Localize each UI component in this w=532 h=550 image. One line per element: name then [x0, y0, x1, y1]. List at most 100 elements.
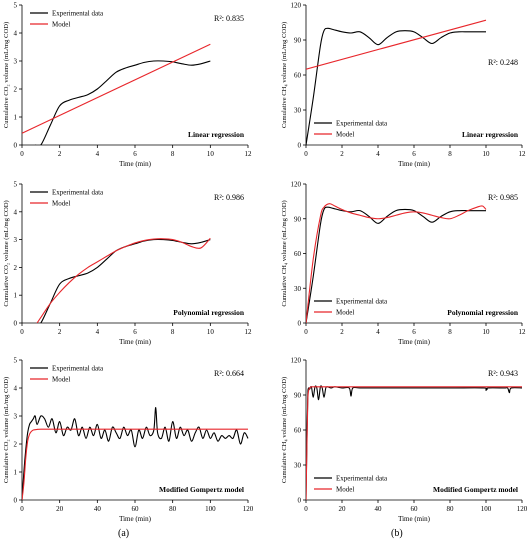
y-tick-label: 0 [14, 142, 18, 150]
y-tick-label: 5 [14, 2, 18, 10]
y-tick-label: 90 [294, 37, 302, 45]
y-tick-label: 120 [291, 2, 302, 10]
x-axis-label: Time (min) [398, 515, 430, 523]
y-tick-label: 1 [14, 292, 18, 300]
y-tick-label: 60 [294, 427, 302, 435]
legend-label: Experimental data [336, 120, 388, 128]
legend-label: Experimental data [336, 298, 388, 306]
y-axis-label: Cumulative CO₂ volume (mL/mg COD) [3, 22, 10, 128]
legend-label: Model [52, 21, 70, 29]
y-tick-label: 1 [14, 114, 18, 122]
legend-label: Experimental data [336, 475, 388, 483]
y-tick-label: 90 [294, 392, 302, 400]
method-label: Modified Gompertz model [433, 485, 518, 494]
y-tick-label: 60 [294, 72, 302, 80]
chart-panel-a-3: 0 20 40 60 80 100 120 0 1 2 3 4 5 Time (min) Cumulativ… [3, 357, 254, 524]
y-axis-label: Cumulative CH₄ volume (mL/mg COD) [281, 377, 288, 483]
x-tick-label: 2 [58, 328, 62, 336]
x-tick-label: 0 [20, 150, 24, 158]
x-tick-label: 12 [245, 150, 253, 158]
x-tick-label: 60 [411, 505, 419, 513]
legend-label: Model [52, 376, 70, 384]
y-tick-label: 0 [14, 497, 18, 505]
method-label: Linear regression [462, 130, 519, 139]
y-tick-label: 0 [298, 320, 302, 328]
x-tick-label: 80 [169, 505, 177, 513]
series-line-experimental [306, 206, 486, 323]
series-line-model [22, 428, 248, 500]
x-tick-label: 10 [207, 150, 215, 158]
series-line-experimental [306, 385, 523, 500]
x-tick-label: 8 [448, 150, 452, 158]
y-tick-label: 5 [14, 181, 18, 189]
x-tick-label: 0 [304, 505, 308, 513]
y-tick-label: 3 [14, 58, 18, 66]
x-tick-label: 6 [412, 328, 416, 336]
x-tick-label: 2 [340, 150, 344, 158]
method-label: Linear regression [188, 130, 245, 139]
x-tick-label: 0 [304, 328, 308, 336]
y-tick-label: 1 [14, 469, 18, 477]
x-tick-label: 2 [340, 328, 344, 336]
x-tick-label: 40 [375, 505, 383, 513]
x-tick-label: 10 [483, 150, 491, 158]
y-tick-label: 30 [294, 107, 302, 115]
r-squared-label: R²: 0.248 [488, 58, 518, 67]
legend-label: Model [52, 200, 70, 208]
x-tick-label: 100 [205, 505, 216, 513]
y-tick-label: 2 [14, 441, 18, 449]
x-tick-label: 8 [171, 150, 175, 158]
x-axis-label: Time (min) [119, 160, 151, 168]
legend-label: Model [336, 309, 354, 317]
panel-label-b: (b) [391, 528, 403, 539]
x-tick-label: 4 [96, 150, 100, 158]
x-tick-label: 4 [96, 328, 100, 336]
y-tick-label: 4 [14, 385, 18, 393]
x-tick-label: 120 [243, 505, 254, 513]
x-tick-label: 10 [483, 328, 491, 336]
y-axis-label: Cumulative CH₄ volume (mL/mg COD) [281, 200, 288, 306]
method-label: Polynomial regression [447, 308, 519, 317]
y-tick-label: 30 [294, 285, 302, 293]
series-line-model [36, 237, 211, 323]
x-tick-label: 6 [412, 150, 416, 158]
y-tick-label: 30 [294, 462, 302, 470]
series-line-experimental [22, 407, 249, 500]
x-tick-label: 120 [517, 505, 528, 513]
series-line-model [306, 19, 487, 70]
x-axis-label: Time (min) [398, 160, 430, 168]
legend-label: Model [336, 486, 354, 494]
r-squared-label: R²: 0.835 [214, 14, 244, 23]
x-axis-label: Time (min) [398, 338, 430, 346]
r-squared-label: R²: 0.943 [488, 369, 518, 378]
x-tick-label: 12 [245, 328, 253, 336]
x-tick-label: 40 [94, 505, 102, 513]
y-tick-label: 5 [14, 357, 18, 365]
y-axis-label: Cumulative CH₄ volume (mL/mg COD) [281, 22, 288, 128]
panel-label-a: (a) [118, 528, 130, 539]
x-tick-label: 0 [20, 328, 24, 336]
x-tick-label: 4 [376, 328, 380, 336]
method-label: Modified Gompertz model [159, 485, 244, 494]
r-squared-label: R²: 0.986 [214, 193, 244, 202]
y-tick-label: 120 [291, 357, 302, 365]
x-tick-label: 8 [448, 328, 452, 336]
y-tick-label: 2 [14, 86, 18, 94]
series-line-model [306, 386, 522, 500]
y-tick-label: 120 [291, 181, 302, 189]
r-squared-label: R²: 0.985 [488, 193, 518, 202]
chart-panel-b-3: 0 20 40 60 80 100 120 0 30 60 90 120 Time (min) Cumul… [281, 357, 528, 524]
x-tick-label: 20 [56, 505, 64, 513]
x-tick-label: 6 [133, 328, 137, 336]
y-tick-label: 2 [14, 264, 18, 272]
x-tick-label: 20 [339, 505, 347, 513]
x-tick-label: 100 [481, 505, 492, 513]
series-line-model [306, 203, 487, 323]
y-tick-label: 0 [298, 142, 302, 150]
method-label: Polynomial regression [173, 308, 245, 317]
series-line-model [22, 43, 211, 134]
